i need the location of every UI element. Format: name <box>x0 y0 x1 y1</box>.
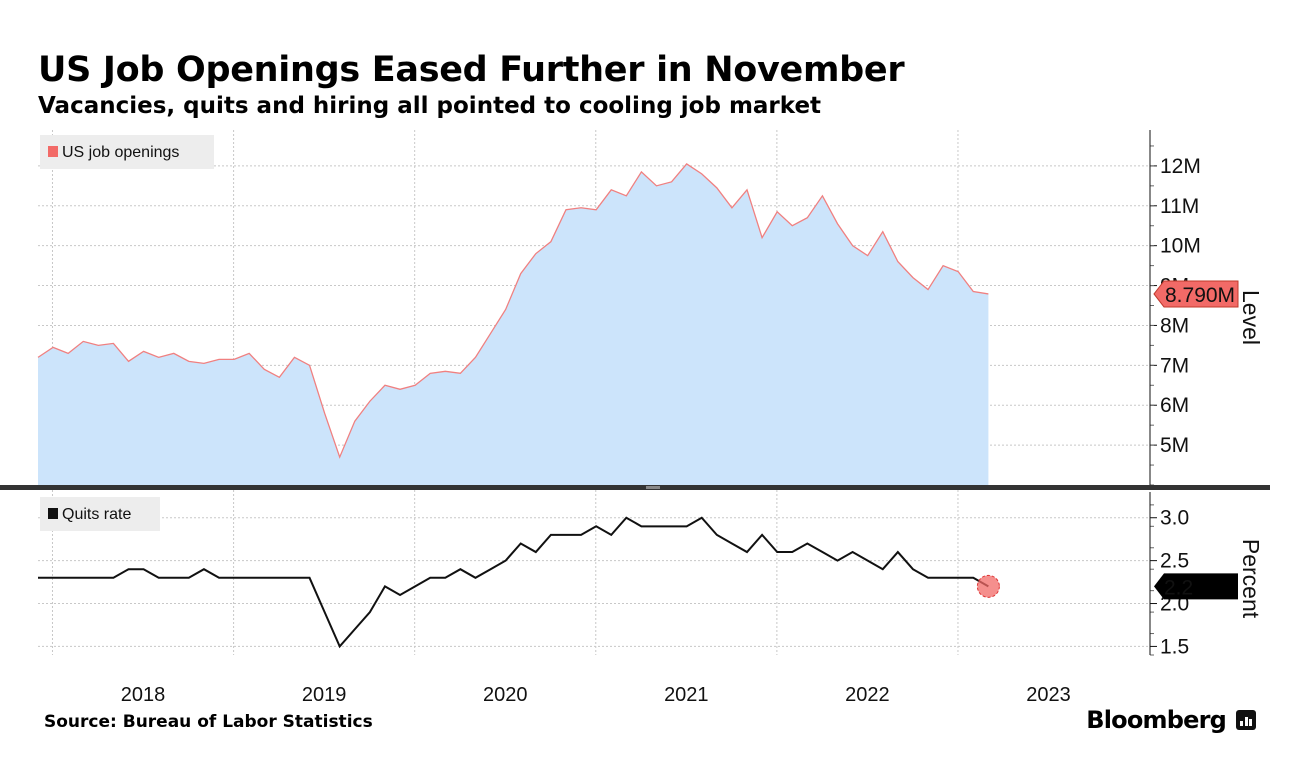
chart-subtitle: Vacancies, quits and hiring all pointed … <box>38 93 822 119</box>
bloomberg-logo: Bloomberg <box>1086 706 1256 734</box>
quits-line <box>38 516 989 649</box>
x-tick-label: 2022 <box>845 684 890 706</box>
bloomberg-terminal-icon <box>1236 710 1256 730</box>
openings-line <box>37 163 989 459</box>
last-value-dot <box>976 574 1000 598</box>
openings-area <box>38 163 989 485</box>
divider-grip[interactable] <box>646 486 660 489</box>
y-tick-label: 2.5 <box>1160 550 1189 573</box>
last-value-marker <box>1154 573 1238 600</box>
y-axis-title: Percent <box>1238 539 1264 619</box>
last-value-label: 8.790M <box>1165 284 1235 307</box>
panel-divider[interactable] <box>0 485 1270 490</box>
y-tick-label: 5M <box>1160 434 1189 457</box>
y-tick-label: 1.5 <box>1160 635 1189 658</box>
y-tick-label: 7M <box>1160 354 1189 377</box>
y-tick-label: 11M <box>1160 195 1199 218</box>
y-tick-label: 8M <box>1160 314 1189 337</box>
legend-box <box>40 497 160 531</box>
y-tick-label: 6M <box>1160 394 1189 417</box>
legend-box <box>40 135 214 169</box>
legend-swatch <box>48 508 58 519</box>
x-tick-label: 2023 <box>1026 684 1071 706</box>
x-tick-label: 2018 <box>121 684 166 706</box>
chart-title: US Job Openings Eased Further in Novembe… <box>38 50 905 90</box>
legend-label: Quits rate <box>62 506 131 523</box>
last-value-label: 2.2 <box>1164 576 1193 599</box>
y-tick-label: 12M <box>1160 155 1201 178</box>
source-note: Source: Bureau of Labor Statistics <box>44 712 373 732</box>
legend-swatch <box>48 146 58 157</box>
x-tick-label: 2021 <box>664 684 709 706</box>
legend-label: US job openings <box>62 144 179 161</box>
y-axis-title: Level <box>1238 290 1264 345</box>
y-tick-label: 10M <box>1160 235 1201 258</box>
y-tick-label: 3.0 <box>1160 507 1189 530</box>
x-tick-label: 2020 <box>483 684 528 706</box>
brand-name: Bloomberg <box>1086 706 1227 734</box>
last-value-marker <box>1153 280 1239 308</box>
x-tick-label: 2019 <box>302 684 347 706</box>
